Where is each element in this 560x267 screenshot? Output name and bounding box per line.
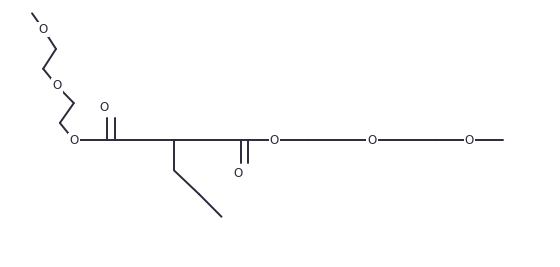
Text: O: O <box>39 23 48 36</box>
Text: O: O <box>100 101 109 113</box>
Text: O: O <box>465 134 474 147</box>
Text: O: O <box>367 134 376 147</box>
Text: O: O <box>53 80 62 92</box>
Text: O: O <box>270 134 279 147</box>
Text: O: O <box>234 167 243 180</box>
Text: O: O <box>69 134 78 147</box>
